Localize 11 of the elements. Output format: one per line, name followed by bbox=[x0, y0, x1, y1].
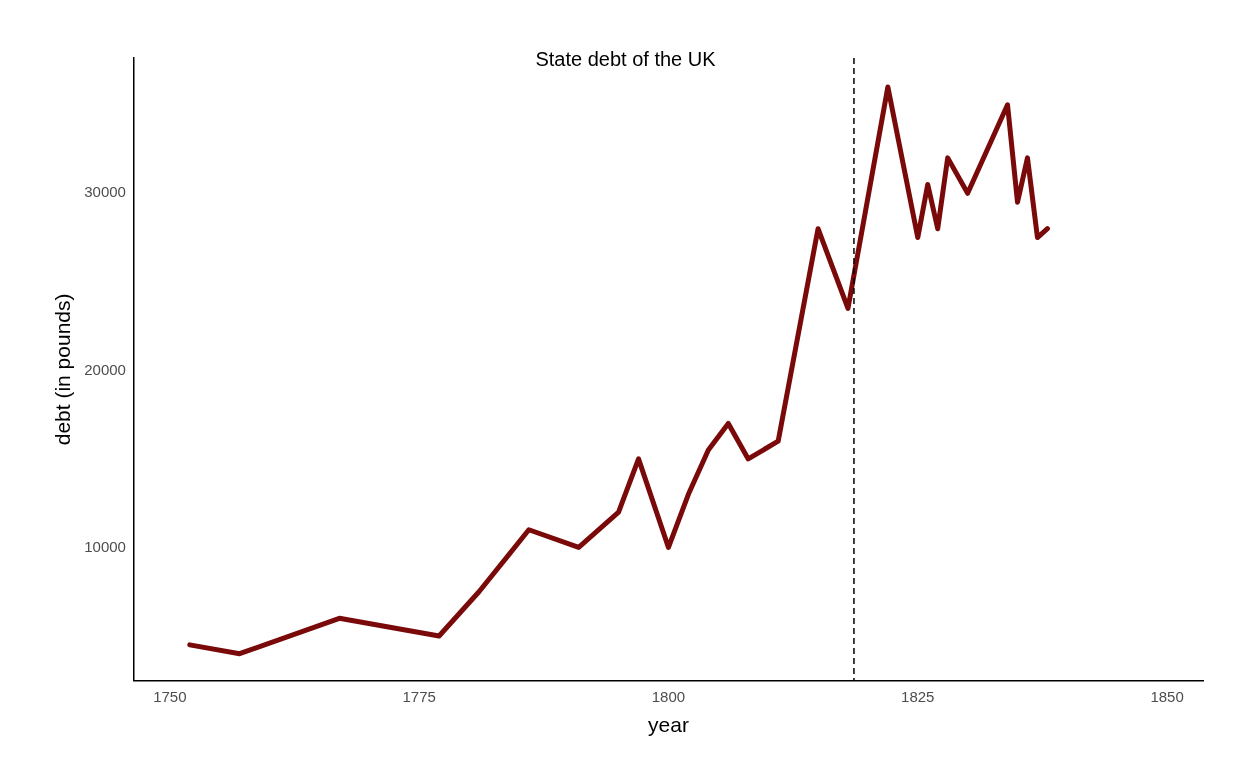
x-tick-label: 1750 bbox=[153, 687, 187, 705]
y-tick-label: 10000 bbox=[84, 537, 126, 555]
x-tick-label: 1825 bbox=[901, 687, 935, 705]
y-tick-label: 30000 bbox=[84, 183, 126, 201]
y-axis-title: debt (in pounds) bbox=[51, 293, 75, 446]
x-tick-label: 1850 bbox=[1150, 687, 1184, 705]
chart-title: State debt of the UK bbox=[535, 47, 717, 70]
x-tick-label: 1800 bbox=[651, 687, 686, 705]
x-axis-title: year bbox=[648, 713, 689, 737]
y-tick-label: 20000 bbox=[84, 360, 126, 378]
x-tick-label: 1775 bbox=[402, 687, 436, 705]
